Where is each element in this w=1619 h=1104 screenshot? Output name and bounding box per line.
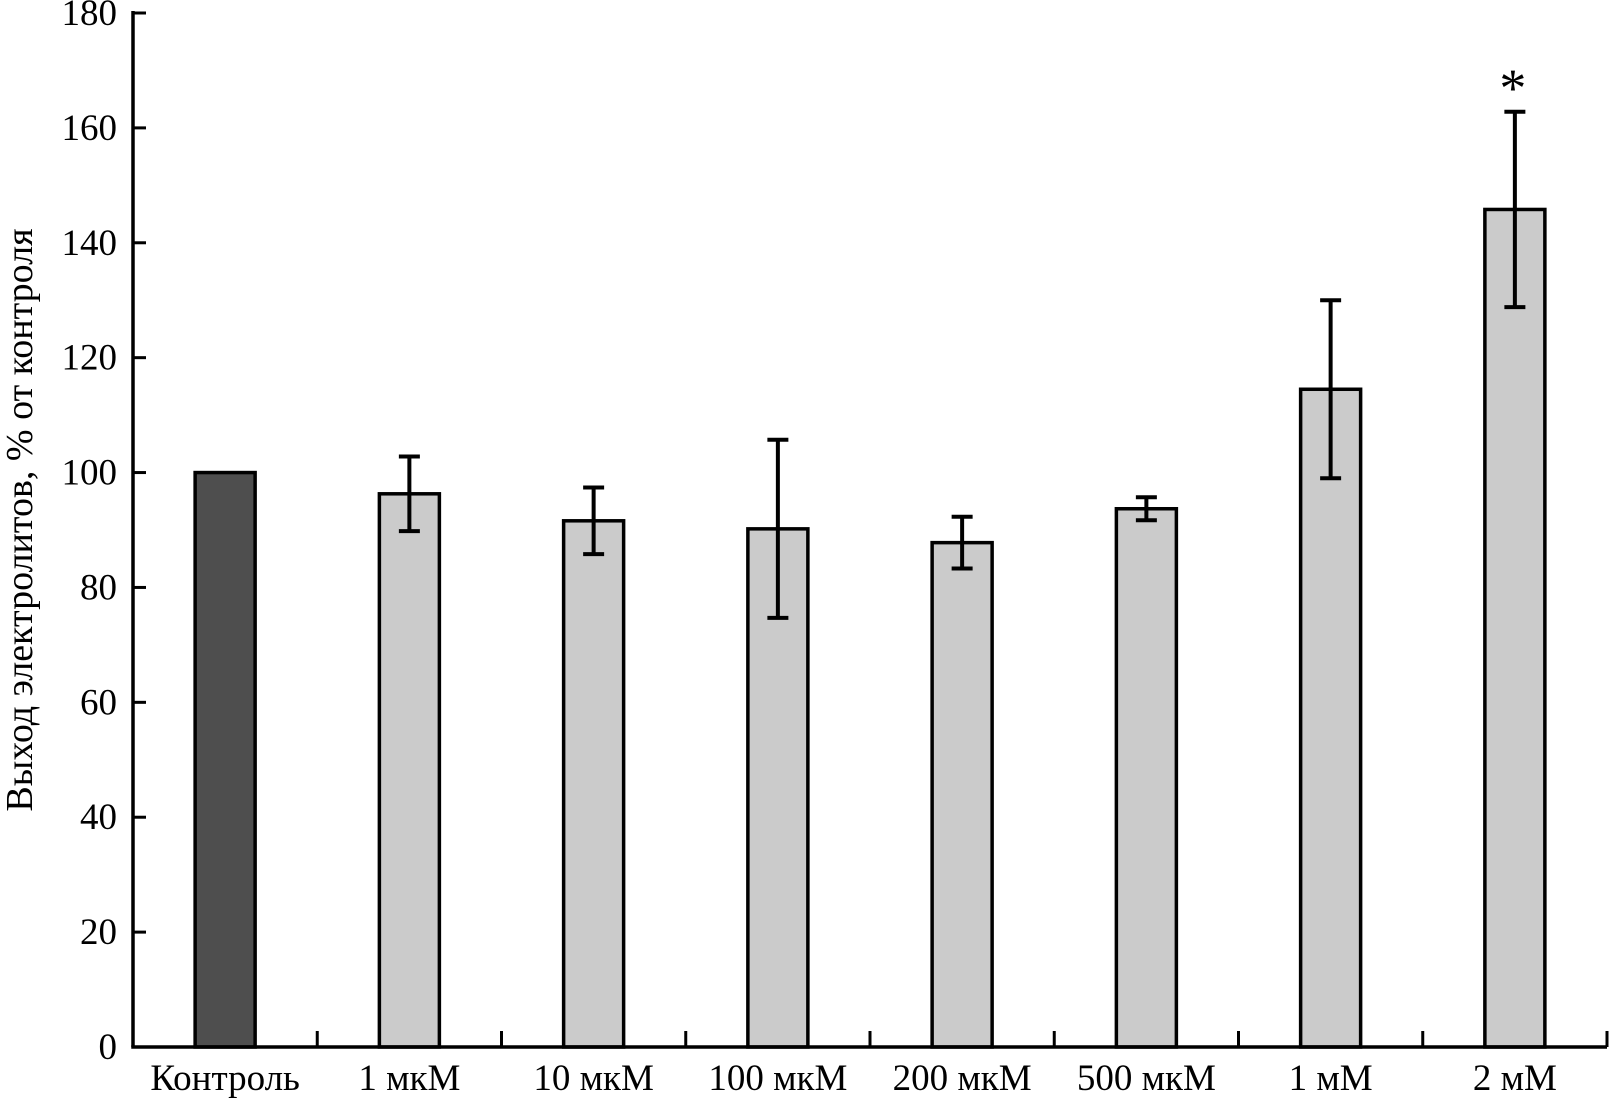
significance-asterisk: * xyxy=(1499,58,1526,118)
y-tick-label: 0 xyxy=(99,1027,118,1068)
error-bar-2 xyxy=(583,485,605,557)
error-bar-1 xyxy=(398,454,420,534)
error-bar-3 xyxy=(767,437,789,620)
y-tick-label: 140 xyxy=(62,223,118,264)
x-category-label-5: 500 мкМ xyxy=(1077,1058,1216,1099)
y-tick-label: 120 xyxy=(62,338,118,379)
x-category-label-2: 10 мкМ xyxy=(533,1058,654,1099)
labels-layer: 0 20 40 60 80 100 120 140 160 180 Контроль 1 мкМ 10 … xyxy=(62,0,1557,1099)
error-bar-4 xyxy=(951,514,973,571)
bar-5 xyxy=(1114,506,1179,1049)
error-bars-layer xyxy=(398,109,1526,620)
x-category-label-3: 100 мкМ xyxy=(708,1058,847,1099)
axes-layer xyxy=(131,11,1609,1049)
y-tick-label: 20 xyxy=(80,912,117,953)
bar-0 xyxy=(193,470,257,1049)
error-bar-5 xyxy=(1135,495,1157,523)
x-category-label-7: 2 мМ xyxy=(1473,1058,1557,1099)
y-tick-label: 100 xyxy=(62,453,118,494)
x-category-label-1: 1 мкМ xyxy=(358,1058,460,1099)
y-tick-label: 180 xyxy=(62,0,118,34)
x-category-label-6: 1 мМ xyxy=(1289,1058,1373,1099)
error-bar-7 xyxy=(1504,109,1526,310)
bars-layer xyxy=(193,207,1547,1049)
bar-1 xyxy=(377,492,442,1049)
y-axis-title: Выход электролитов, % от контроля xyxy=(0,228,41,811)
error-bar-6 xyxy=(1320,298,1342,481)
bar-4 xyxy=(930,540,994,1049)
y-tick-label: 160 xyxy=(62,108,118,149)
y-tick-label: 60 xyxy=(80,682,117,723)
x-category-label-0: Контроль xyxy=(150,1058,300,1099)
x-category-label-4: 200 мкМ xyxy=(893,1058,1032,1099)
y-tick-label: 80 xyxy=(80,567,117,608)
bar-7 xyxy=(1483,207,1547,1049)
bar-6 xyxy=(1298,387,1363,1049)
y-tick-label: 40 xyxy=(80,797,117,838)
bar-2 xyxy=(561,519,626,1049)
